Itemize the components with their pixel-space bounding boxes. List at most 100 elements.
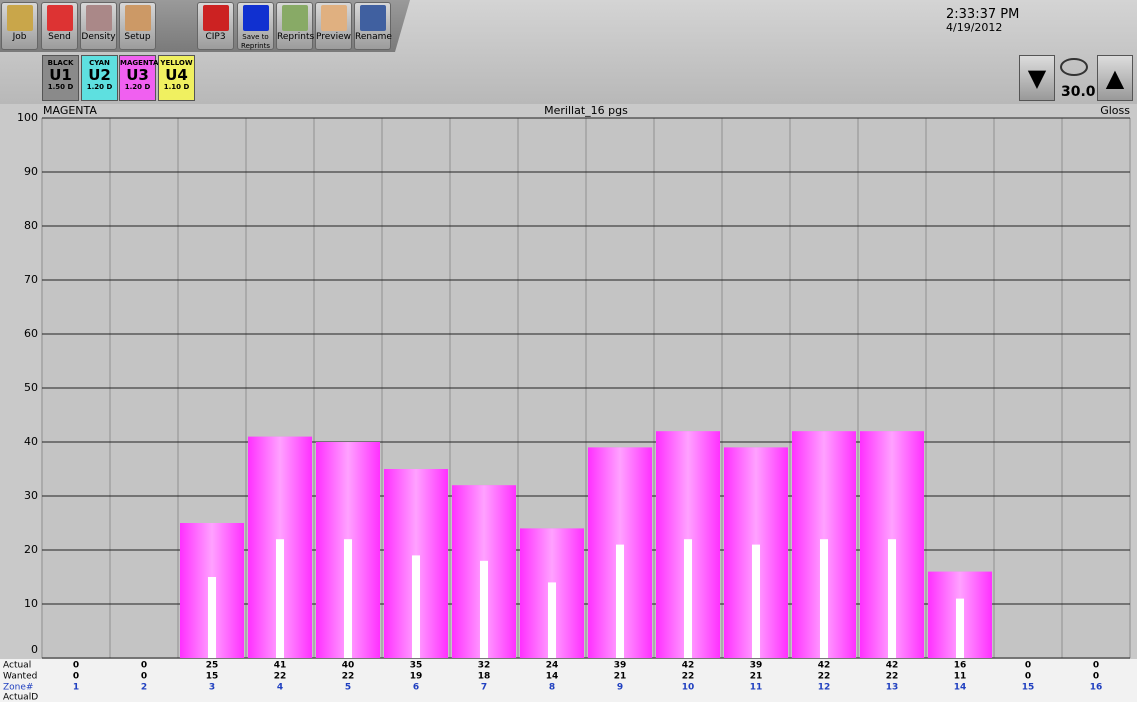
zone-number: 1 [73, 683, 79, 693]
wanted-value: 14 [546, 672, 559, 682]
zone-number: 7 [481, 683, 487, 693]
button-label: Setup [124, 32, 151, 42]
wanted-bar [616, 544, 624, 658]
unit-color-name: YELLOW [160, 59, 193, 67]
button-label: Job [12, 32, 27, 42]
toolbar-button[interactable]: Preview [315, 2, 352, 50]
zone-number: 13 [886, 683, 899, 693]
actual-value: 40 [342, 661, 355, 671]
actual-value: 39 [614, 661, 627, 671]
y-tick-label: 60 [24, 327, 38, 340]
actual-value: 0 [1025, 661, 1031, 671]
unit-color-name: CYAN [89, 59, 110, 67]
increase-button[interactable]: ▲ [1097, 55, 1133, 101]
wanted-value: 22 [818, 672, 831, 682]
zone-number: 14 [954, 683, 967, 693]
wanted-bar [752, 544, 760, 658]
speed-icon [1060, 58, 1088, 76]
wanted-value: 0 [73, 672, 79, 682]
button-icon [46, 5, 73, 31]
zone-number: 16 [1090, 683, 1103, 693]
actual-value: 0 [1093, 661, 1099, 671]
y-tick-label: 100 [17, 111, 38, 124]
clock-date: 4/19/2012 [946, 21, 1003, 34]
wanted-value: 22 [682, 672, 695, 682]
wanted-value: 22 [342, 672, 355, 682]
unit-tab[interactable]: CYAN U2 1.20 D [81, 55, 118, 101]
zone-number: 10 [682, 683, 695, 693]
unit-color-name: MAGENTA [120, 59, 159, 67]
unit-tab[interactable]: MAGENTA U3 1.20 D [119, 55, 159, 101]
button-icon [124, 5, 151, 31]
zone-number: 8 [549, 683, 555, 693]
unit-tab[interactable]: BLACK U1 1.50 D [42, 55, 79, 101]
y-tick-label: 80 [24, 219, 38, 232]
unit-number: U3 [126, 66, 149, 84]
row-label: Wanted [3, 672, 37, 682]
y-tick-label: 90 [24, 165, 38, 178]
toolbar-button[interactable]: Reprints [276, 2, 315, 50]
toolbar-button[interactable]: CIP3 [197, 2, 234, 50]
unit-density: 1.20 D [124, 83, 151, 91]
wanted-bar [276, 539, 284, 658]
decrease-button[interactable]: ▼ [1019, 55, 1055, 101]
zone-number: 12 [818, 683, 831, 693]
button-label: Density [81, 32, 116, 42]
y-tick-label: 50 [24, 381, 38, 394]
row-label: ActualD [3, 693, 38, 702]
unit-density: 1.10 D [163, 83, 190, 91]
wanted-value: 21 [614, 672, 627, 682]
actual-value: 32 [478, 661, 491, 671]
zone-number: 11 [750, 683, 763, 693]
toolbar: Job Send Density Setup CIP3 Save to Reprints R… [0, 0, 410, 52]
toolbar-button[interactable]: Setup [119, 2, 156, 50]
mode-label: Gloss [1100, 104, 1130, 117]
unit-number: U1 [49, 66, 72, 84]
actual-value: 0 [141, 661, 147, 671]
toolbar-button[interactable]: Send [41, 2, 78, 50]
unit-number: U4 [165, 66, 188, 84]
y-tick-label: 20 [24, 543, 38, 556]
wanted-value: 0 [1093, 672, 1099, 682]
table-bg [0, 659, 1137, 702]
wanted-bar [548, 582, 556, 658]
button-icon [242, 5, 269, 31]
unit-number: U2 [88, 66, 111, 84]
actual-value: 41 [274, 661, 287, 671]
row-label: Actual [3, 661, 31, 671]
actual-value: 42 [682, 661, 695, 671]
unit-tab[interactable]: YELLOW U4 1.10 D [158, 55, 195, 101]
unit-density: 1.20 D [86, 83, 113, 91]
button-icon [202, 5, 229, 31]
y-tick-label: 70 [24, 273, 38, 286]
actual-value: 42 [818, 661, 831, 671]
toolbar-button[interactable]: Density [80, 2, 117, 50]
zone-number: 15 [1022, 683, 1035, 693]
button-label: Save to Reprints [241, 33, 270, 50]
wanted-bar [344, 539, 352, 658]
y-tick-label: 30 [24, 489, 38, 502]
toolbar-button[interactable]: Rename [354, 2, 392, 50]
actual-value: 25 [206, 661, 219, 671]
button-label: Reprints [277, 32, 315, 42]
wanted-bar [888, 539, 896, 658]
zone-number: 3 [209, 683, 215, 693]
button-icon [6, 5, 33, 31]
unit-density: 1.50 D [47, 83, 74, 91]
button-label: Rename [355, 32, 392, 42]
zone-number: 6 [413, 683, 419, 693]
wanted-value: 15 [206, 672, 219, 682]
wanted-value: 22 [886, 672, 899, 682]
toolbar-button[interactable]: Save to Reprints [237, 2, 274, 50]
toolbar-button[interactable]: Job [1, 2, 38, 50]
zone-number: 2 [141, 683, 147, 693]
actual-value: 35 [410, 661, 423, 671]
actual-value: 39 [750, 661, 763, 671]
actual-value: 16 [954, 661, 967, 671]
wanted-value: 21 [750, 672, 763, 682]
actual-value: 0 [73, 661, 79, 671]
button-icon [320, 5, 347, 31]
button-label: Preview [316, 32, 352, 42]
zone-number: 5 [345, 683, 351, 693]
